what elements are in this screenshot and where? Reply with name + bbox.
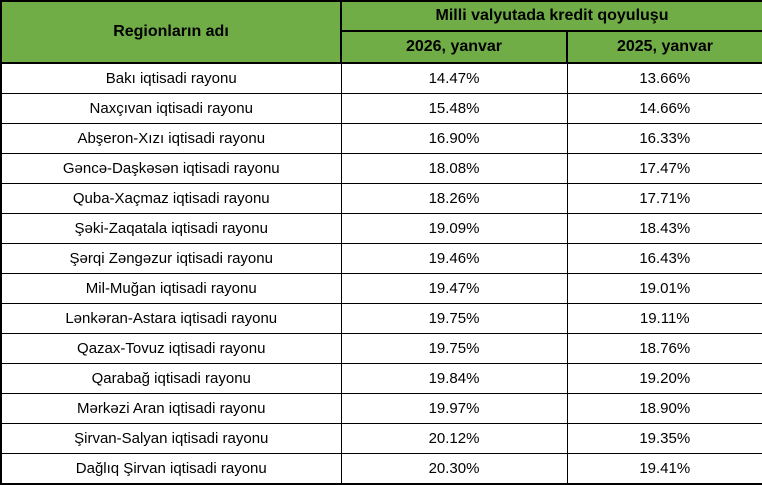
value-2025-cell: 16.33% (566, 123, 762, 154)
header-region-column: Regionların adı (0, 0, 342, 64)
table-row: Şərqi Zəngəzur iqtisadi rayonu 19.46% 16.4… (0, 243, 762, 274)
region-cell: Bakı iqtisadi rayonu (0, 62, 342, 94)
value-2026-cell: 15.48% (340, 93, 568, 124)
table-row: Naxçıvan iqtisadi rayonu 15.48% 14.66% (0, 93, 762, 124)
region-cell: Şəki-Zaqatala iqtisadi rayonu (0, 213, 342, 244)
value-2026-cell: 19.75% (340, 303, 568, 334)
header-col-2025: 2025, yanvar (566, 30, 762, 64)
region-cell: Quba-Xaçmaz iqtisadi rayonu (0, 183, 342, 214)
value-2026-cell: 19.46% (340, 243, 568, 274)
region-cell: Naxçıvan iqtisadi rayonu (0, 93, 342, 124)
value-2026-cell: 20.30% (340, 453, 568, 485)
region-cell: Şərqi Zəngəzur iqtisadi rayonu (0, 243, 342, 274)
value-2025-cell: 19.01% (566, 273, 762, 304)
value-2025-cell: 17.47% (566, 153, 762, 184)
value-2025-cell: 17.71% (566, 183, 762, 214)
region-cell: Dağlıq Şirvan iqtisadi rayonu (0, 453, 342, 485)
value-2026-cell: 20.12% (340, 423, 568, 454)
value-2025-cell: 14.66% (566, 93, 762, 124)
table-row: Şirvan-Salyan iqtisadi rayonu 20.12% 19.35… (0, 423, 762, 454)
table-row: Mərkəzi Aran iqtisadi rayonu 19.97% 18.90% (0, 393, 762, 424)
value-2026-cell: 16.90% (340, 123, 568, 154)
value-2026-cell: 19.47% (340, 273, 568, 304)
region-cell: Mil-Muğan iqtisadi rayonu (0, 273, 342, 304)
value-2025-cell: 13.66% (566, 62, 762, 94)
value-2025-cell: 19.35% (566, 423, 762, 454)
region-cell: Lənkəran-Astara iqtisadi rayonu (0, 303, 342, 334)
value-2026-cell: 18.26% (340, 183, 568, 214)
region-cell: Şirvan-Salyan iqtisadi rayonu (0, 423, 342, 454)
header-col-2026: 2026, yanvar (340, 30, 568, 64)
value-2026-cell: 18.08% (340, 153, 568, 184)
value-2025-cell: 18.90% (566, 393, 762, 424)
region-cell: Qarabağ iqtisadi rayonu (0, 363, 342, 394)
table-row: Bakı iqtisadi rayonu 14.47% 13.66% (0, 62, 762, 94)
region-cell: Gəncə-Daşkəsən iqtisadi rayonu (0, 153, 342, 184)
value-2025-cell: 19.20% (566, 363, 762, 394)
table-row: Gəncə-Daşkəsən iqtisadi rayonu 18.08% 17.4… (0, 153, 762, 184)
table-row: Dağlıq Şirvan iqtisadi rayonu 20.30% 19.41… (0, 453, 762, 485)
table-row: Mil-Muğan iqtisadi rayonu 19.47% 19.01% (0, 273, 762, 304)
region-cell: Mərkəzi Aran iqtisadi rayonu (0, 393, 342, 424)
region-cell: Abşeron-Xızı iqtisadi rayonu (0, 123, 342, 154)
table-row: Qarabağ iqtisadi rayonu 19.84% 19.20% (0, 363, 762, 394)
value-2026-cell: 19.84% (340, 363, 568, 394)
value-2026-cell: 14.47% (340, 62, 568, 94)
table-row: Lənkəran-Astara iqtisadi rayonu 19.75% 19.… (0, 303, 762, 334)
value-2025-cell: 18.76% (566, 333, 762, 364)
table-row: Qazax-Tovuz iqtisadi rayonu 19.75% 18.76% (0, 333, 762, 364)
value-2025-cell: 18.43% (566, 213, 762, 244)
table-row: Quba-Xaçmaz iqtisadi rayonu 18.26% 17.71% (0, 183, 762, 214)
value-2026-cell: 19.75% (340, 333, 568, 364)
value-2025-cell: 19.11% (566, 303, 762, 334)
value-2025-cell: 19.41% (566, 453, 762, 485)
header-group-column: Milli valyutada kredit qoyuluşu (340, 0, 762, 32)
value-2026-cell: 19.09% (340, 213, 568, 244)
header-group-row: Regionların adı Milli valyutada kredit q… (0, 0, 762, 64)
region-cell: Qazax-Tovuz iqtisadi rayonu (0, 333, 342, 364)
value-2025-cell: 16.43% (566, 243, 762, 274)
table-header: Regionların adı Milli valyutada kredit q… (0, 0, 762, 64)
table-row: Abşeron-Xızı iqtisadi rayonu 16.90% 16.33% (0, 123, 762, 154)
table-row: Şəki-Zaqatala iqtisadi rayonu 19.09% 18.43… (0, 213, 762, 244)
table-body: Bakı iqtisadi rayonu 14.47% 13.66% Naxçıvan… (0, 62, 762, 485)
value-2026-cell: 19.97% (340, 393, 568, 424)
